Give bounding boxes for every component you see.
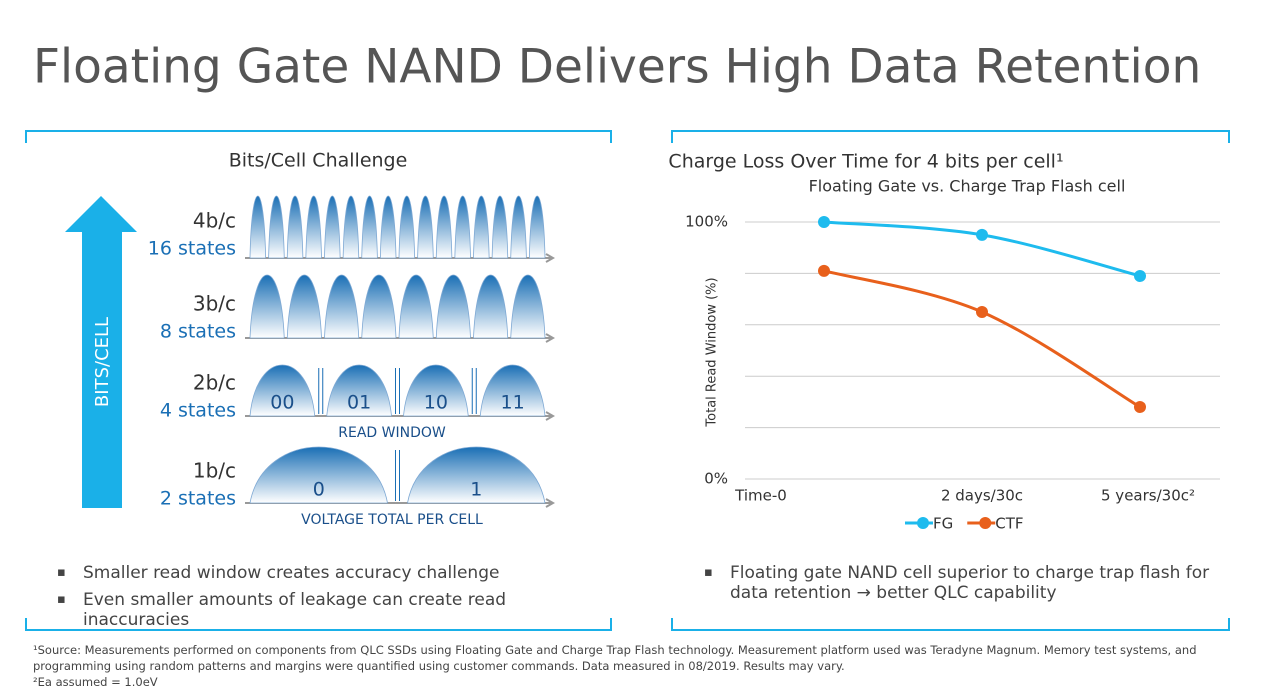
bullet: Even smaller amounts of leakage can crea… xyxy=(57,590,527,630)
series-line xyxy=(823,269,1141,409)
state-distribution xyxy=(473,274,509,339)
y-tick-label: 100% xyxy=(685,213,728,231)
state-distribution xyxy=(473,195,490,259)
data-point xyxy=(1134,401,1146,414)
y-axis-label: Total Read Window (%) xyxy=(705,277,720,427)
x-tick-label: 2 days/30c xyxy=(941,487,1023,505)
state-distribution xyxy=(249,364,316,417)
bits-label: 2b/c xyxy=(193,371,236,395)
footnote: ¹Source: Measurements performed on compo… xyxy=(33,643,1197,673)
state-label: 01 xyxy=(347,392,371,414)
state-distribution xyxy=(249,195,267,259)
states-label: 8 states xyxy=(160,321,236,343)
state-distribution xyxy=(249,274,285,339)
state-distribution xyxy=(249,446,388,504)
state-distribution xyxy=(403,364,469,417)
chart-subtitle: Floating Gate vs. Charge Trap Flash cell xyxy=(809,177,1126,196)
window-marker xyxy=(318,368,324,414)
data-point xyxy=(1134,269,1146,282)
state-distribution xyxy=(510,274,546,339)
state-distribution xyxy=(491,195,509,259)
bullet: Floating gate NAND cell superior to char… xyxy=(704,563,1244,603)
footnote: ²Ea assumed = 1.0eV xyxy=(33,675,158,689)
left-heading: Bits/Cell Challenge xyxy=(229,150,408,172)
states-label: 16 states xyxy=(148,238,236,260)
data-point xyxy=(976,228,988,241)
x-tick-label: 5 years/30c² xyxy=(1101,487,1195,505)
x-tick-label: Time-0 xyxy=(734,487,787,505)
bullet: Smaller read window creates accuracy cha… xyxy=(57,563,527,583)
state-distribution xyxy=(342,195,360,259)
state-distribution xyxy=(268,195,285,259)
legend-marker xyxy=(917,517,929,529)
bits-label: 4b/c xyxy=(193,209,236,233)
chart-title: Charge Loss Over Time for 4 bits per cel… xyxy=(668,151,1063,173)
panel-brackets xyxy=(25,130,1230,631)
window-marker xyxy=(395,450,400,501)
left-bullets: Smaller read window creates accuracy cha… xyxy=(57,563,527,637)
state-distribution xyxy=(435,274,471,339)
right-bullets: Floating gate NAND cell superior to char… xyxy=(704,563,1244,610)
state-label: 0 xyxy=(313,479,325,501)
state-label: 00 xyxy=(270,392,294,414)
state-distribution xyxy=(379,195,397,259)
state-distribution xyxy=(528,195,546,259)
state-distribution xyxy=(324,195,341,259)
state-distribution xyxy=(454,195,471,259)
state-distribution xyxy=(407,446,546,504)
data-point xyxy=(818,216,830,228)
state-distribution xyxy=(361,195,378,259)
state-distribution xyxy=(326,364,392,417)
state-label: 10 xyxy=(424,392,448,414)
bits-arrow xyxy=(65,196,137,508)
state-distribution xyxy=(286,195,304,259)
row-caption: VOLTAGE TOTAL PER CELL xyxy=(301,512,483,528)
window-marker xyxy=(395,368,400,414)
state-label: 11 xyxy=(501,392,525,414)
states-label: 4 states xyxy=(160,400,236,422)
data-point xyxy=(976,305,988,318)
state-distribution xyxy=(286,274,322,339)
y-tick-label: 0% xyxy=(704,470,728,488)
state-distribution xyxy=(324,274,360,339)
state-distribution xyxy=(435,195,453,259)
legend-marker xyxy=(979,517,992,529)
legend-label: CTF xyxy=(995,515,1023,533)
legend-label: FG xyxy=(933,515,953,533)
footnotes: ¹Source: Measurements performed on compo… xyxy=(33,642,1258,690)
state-distribution xyxy=(510,195,527,259)
row-caption: READ WINDOW xyxy=(338,425,446,441)
states-label: 2 states xyxy=(160,488,236,510)
data-point xyxy=(818,264,830,277)
state-distribution xyxy=(305,195,322,259)
state-distribution xyxy=(398,195,416,259)
state-distribution xyxy=(361,274,397,339)
state-distribution xyxy=(398,274,434,339)
window-marker xyxy=(471,368,477,414)
state-label: 1 xyxy=(470,479,482,501)
bits-label: 3b/c xyxy=(193,292,236,316)
slide-title: Floating Gate NAND Delivers High Data Re… xyxy=(33,40,1201,95)
state-distribution xyxy=(417,195,434,259)
arrow-label: BITS/CELL xyxy=(92,317,113,407)
bits-label: 1b/c xyxy=(193,459,236,483)
state-distribution xyxy=(479,364,546,417)
